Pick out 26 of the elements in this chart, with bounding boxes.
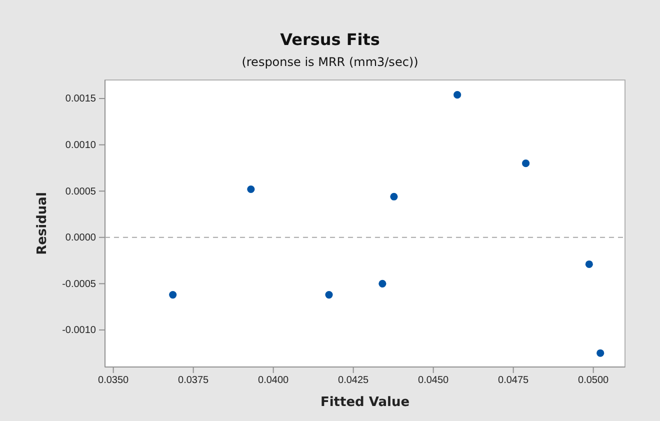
y-tick-label: 0.0010 bbox=[65, 140, 96, 152]
point bbox=[390, 192, 398, 200]
y-tick-label: -0.0005 bbox=[62, 278, 96, 290]
x-axis-title: Fitted Value bbox=[320, 395, 410, 410]
point bbox=[522, 160, 530, 168]
y-tick-label: 0.0005 bbox=[65, 186, 96, 198]
x-tick-label: 0.0375 bbox=[178, 375, 210, 386]
point bbox=[585, 260, 593, 268]
x-tick-label: 0.0450 bbox=[418, 375, 450, 386]
point bbox=[247, 185, 255, 194]
point bbox=[596, 349, 604, 357]
y-axis-title: Residual bbox=[35, 192, 50, 255]
point bbox=[454, 91, 462, 99]
point bbox=[378, 280, 386, 288]
y-tick-label: 0.0015 bbox=[65, 94, 96, 105]
chart-subtitle: (response is MRR (mm3/sec)) bbox=[242, 55, 418, 69]
x-tick-label: 0.0400 bbox=[258, 375, 290, 386]
x-tick-label: 0.0475 bbox=[498, 375, 530, 386]
x-tick-label: 0.0500 bbox=[578, 375, 610, 386]
x-tick-label: 0.0425 bbox=[338, 375, 370, 386]
point bbox=[325, 291, 333, 299]
x-tick-label: 0.0350 bbox=[98, 375, 130, 386]
y-tick-label: 0.0000 bbox=[65, 232, 96, 244]
y-tick-label: -0.0010 bbox=[62, 325, 96, 336]
chart-title: Versus Fits bbox=[280, 30, 380, 49]
point bbox=[169, 291, 177, 299]
